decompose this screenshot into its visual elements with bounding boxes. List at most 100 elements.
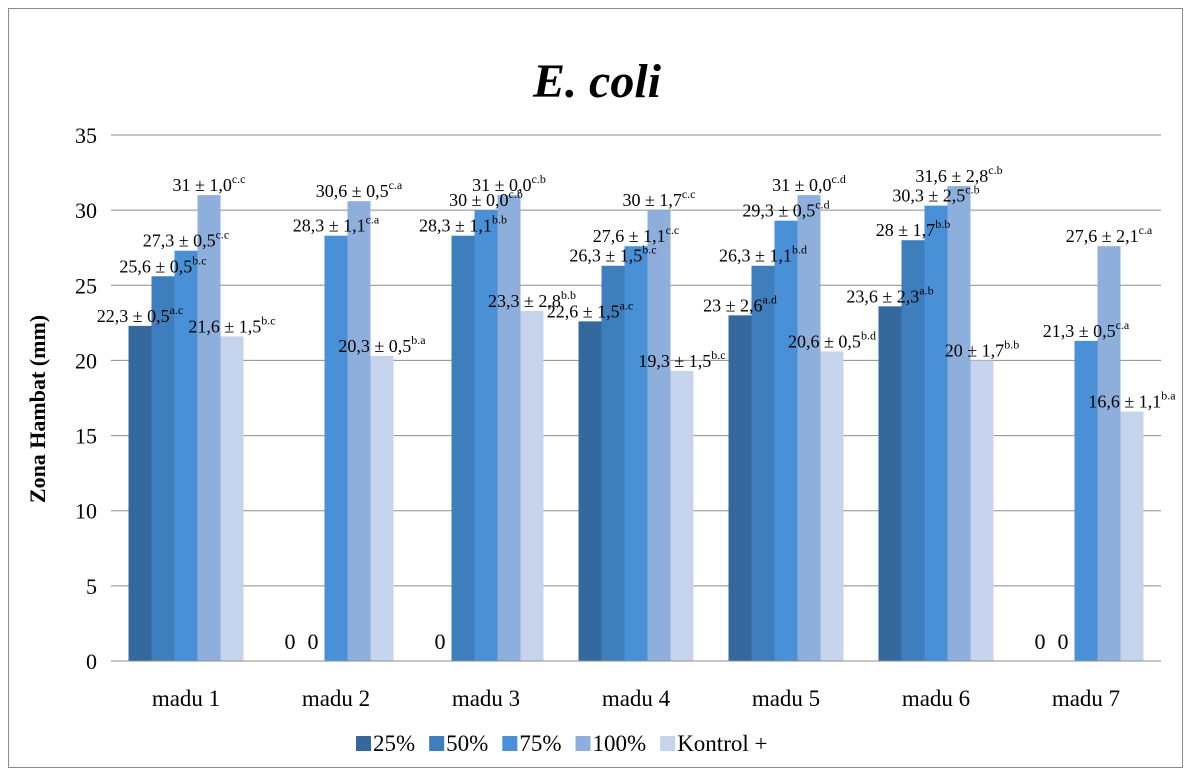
x-tick-label: madu 1 (152, 686, 220, 711)
bar (578, 321, 602, 661)
bar (451, 235, 475, 662)
legend-item: 75% (502, 731, 562, 756)
x-tick-label: madu 6 (902, 686, 970, 711)
data-label-layer: 22,3 ± 0,5a.c 25,6 ± 0,5b.c27,3 ± 0,5c.c 3… (97, 163, 1177, 654)
legend: 25% 50% 75% 100% Kontrol + (356, 731, 767, 756)
chart-frame: E. coli Zona Hambat (mm) 22,3 ± 0,5a.c 25… (8, 8, 1183, 768)
bar (820, 351, 844, 661)
legend-item: 50% (429, 731, 488, 756)
bar-layer (128, 186, 1144, 662)
data-label: 26,3 ± 1,1b.d (719, 243, 807, 266)
data-label: 31 ± 0,0c.d (772, 172, 846, 195)
data-label: 0 (1035, 629, 1046, 654)
x-tick-label: madu 7 (1052, 686, 1120, 711)
legend-item: 25% (356, 731, 415, 756)
bar (520, 310, 544, 661)
chart-title: E. coli (532, 55, 662, 108)
bar (728, 315, 752, 661)
bar (1097, 246, 1121, 661)
bar (647, 210, 671, 661)
legend-item: Kontrol + (660, 731, 767, 756)
legend-label: 50% (446, 731, 488, 756)
bar (324, 235, 348, 662)
data-label: 0 (308, 629, 319, 654)
data-label: 0 (285, 629, 296, 654)
bar (474, 210, 498, 661)
data-label: 22,3 ± 0,5a.c (97, 303, 184, 326)
legend-label: 75% (519, 731, 561, 756)
bar (878, 306, 902, 661)
legend-item: 100% (575, 731, 647, 756)
legend-label: 25% (373, 731, 415, 756)
bar (924, 205, 948, 662)
data-label: 31,6 ± 2,8c.b (915, 163, 1002, 186)
data-label: 27,6 ± 2,1c.a (1066, 223, 1153, 246)
data-label: 20,3 ± 0,5b.a (338, 333, 426, 356)
x-tick-label: madu 2 (302, 686, 370, 711)
legend-swatch (575, 736, 591, 751)
bar (1120, 411, 1144, 661)
y-tick-label: 5 (86, 574, 97, 599)
y-axis-label: Zona Hambat (mm) (25, 315, 50, 503)
bar (128, 325, 152, 661)
bar (774, 220, 798, 662)
data-label: 27,6 ± 1,1c.c (593, 223, 680, 246)
data-label: 31 ± 1,0c.c (172, 172, 245, 195)
data-label: 26,3 ± 1,5b.c (569, 243, 656, 266)
bar (901, 240, 925, 661)
y-tick-label: 30 (75, 198, 97, 223)
legend-label: Kontrol + (677, 731, 767, 756)
bar (970, 360, 994, 661)
y-tick-label: 20 (75, 348, 97, 373)
data-label: 20 ± 1,7b.b (945, 337, 1019, 360)
bar (624, 246, 648, 661)
y-tick-label: 15 (75, 424, 97, 449)
data-label: 25,6 ± 0,5b.c (119, 253, 206, 276)
x-tick-label: madu 3 (452, 686, 520, 711)
bar (197, 195, 221, 661)
bar (347, 201, 371, 661)
axis-layer: 0 5 10 15 20 25 30 35 madu 1 madu 2 madu 3 madu 4 ma… (75, 123, 1161, 711)
bar (1074, 340, 1098, 661)
bar (797, 195, 821, 661)
legend-swatch (660, 736, 676, 751)
bar (370, 355, 394, 661)
y-tick-label: 10 (75, 499, 97, 524)
data-label: 21,6 ± 1,5b.c (188, 313, 275, 336)
data-label: 28,3 ± 1,1b.b (419, 213, 507, 236)
data-label: 19,3 ± 1,5b.c (638, 348, 725, 371)
data-label: 30 ± 1,7c.c (622, 187, 695, 210)
data-label: 23,3 ± 2,8b.b (488, 288, 576, 311)
x-tick-label: madu 4 (602, 686, 671, 711)
data-label: 23,6 ± 2,3a.b (846, 283, 933, 306)
y-tick-label: 25 (75, 273, 97, 298)
y-tick-label: 0 (86, 649, 97, 674)
y-tick-label: 35 (75, 123, 97, 148)
data-label: 31 ± 0,0c.b (472, 172, 546, 195)
legend-swatch (502, 736, 518, 751)
data-label: 21,3 ± 0,5c.a (1043, 318, 1130, 341)
data-label: 28 ± 1,7b.b (876, 217, 950, 240)
bar (151, 276, 175, 661)
legend-swatch (429, 736, 445, 751)
bar (751, 265, 775, 661)
bar (670, 370, 694, 661)
bar (220, 336, 244, 661)
data-label: 30,6 ± 0,5c.a (316, 178, 403, 201)
legend-label: 100% (593, 731, 647, 756)
bar (947, 186, 971, 661)
legend-swatch (356, 736, 371, 751)
data-label: 30 ± 0,0c.b (449, 187, 523, 210)
data-label: 0 (435, 629, 446, 654)
bar (497, 195, 521, 661)
data-label: 29,3 ± 0,5c.d (742, 198, 829, 221)
bar (601, 265, 625, 661)
x-tick-label: madu 5 (752, 686, 820, 711)
data-label: 20,6 ± 0,5b.d (788, 328, 876, 351)
bar (174, 250, 198, 661)
chart-svg: E. coli Zona Hambat (mm) 22,3 ± 0,5a.c25… (25, 55, 1177, 756)
data-label: 22,6 ± 1,5a.c (547, 298, 634, 321)
data-label: 23 ± 2,6a.d (703, 292, 777, 315)
data-label: 30,3 ± 2,5c.b (892, 183, 979, 206)
data-label: 28,3 ± 1,1c.a (293, 213, 380, 236)
